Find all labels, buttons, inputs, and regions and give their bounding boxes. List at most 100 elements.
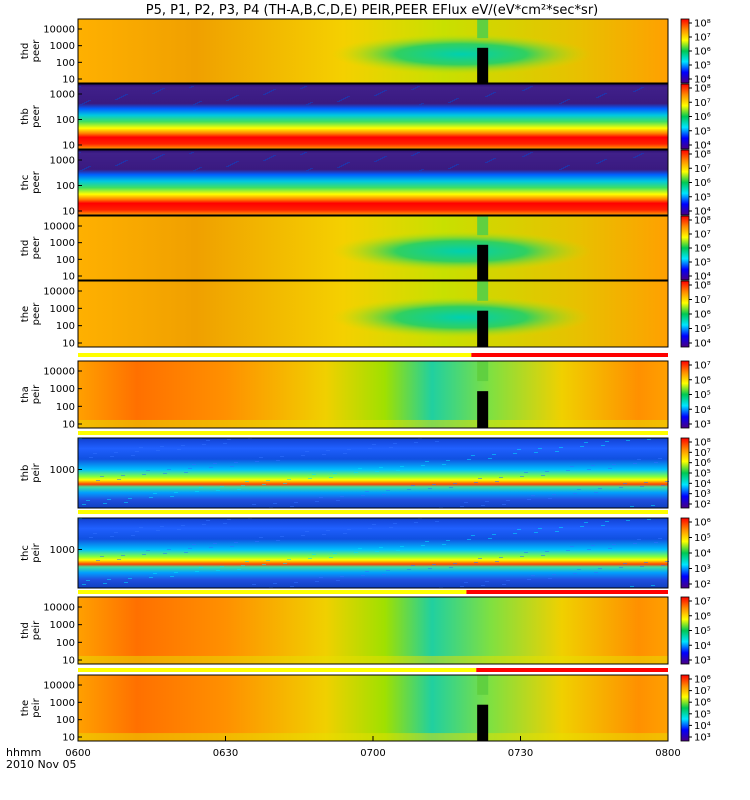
noise-pixel (528, 153, 531, 154)
noise-pixel (552, 494, 556, 495)
noise-pixel (306, 170, 309, 171)
colorbar (680, 215, 690, 281)
noise-pixel (237, 489, 241, 490)
mode-bar-after (471, 353, 668, 357)
noise-pixel (315, 581, 319, 582)
noise-pixel (425, 541, 429, 542)
noise-pixel (612, 544, 616, 545)
noise-pixel (530, 152, 533, 153)
noise-pixel (227, 519, 231, 520)
noise-pixel (241, 485, 245, 486)
noise-pixel (189, 87, 192, 88)
noise-pixel (598, 162, 601, 163)
noise-pixel (135, 531, 139, 532)
noise-pixel (290, 586, 294, 587)
noise-pixel (337, 101, 340, 102)
noise-pixel (531, 575, 535, 576)
noise-pixel (386, 570, 390, 571)
noise-pixel (347, 96, 350, 97)
noise-pixel (506, 580, 510, 581)
noise-pixel (232, 97, 235, 98)
noise-pixel (234, 162, 237, 163)
noise-pixel (93, 453, 97, 454)
colorbar (680, 517, 690, 589)
panel-frame (77, 437, 669, 509)
noise-pixel (103, 503, 107, 504)
gap-cap (477, 675, 489, 695)
noise-pixel (287, 559, 291, 560)
noise-pixel (474, 562, 478, 563)
noise-pixel (156, 450, 160, 451)
noise-pixel (513, 453, 517, 454)
colorbar-tick-label: 10⁴ (694, 339, 711, 350)
noise-pixel (206, 520, 210, 521)
noise-pixel (128, 498, 132, 499)
noise-pixel (531, 495, 535, 496)
colorbar-tick-label: 10⁵ (694, 192, 711, 203)
noise-pixel (234, 542, 238, 543)
noise-pixel (308, 478, 312, 479)
noise-pixel (86, 580, 90, 581)
noise-pixel (146, 470, 150, 471)
noise-pixel (197, 102, 200, 103)
noise-pixel (382, 157, 385, 158)
spectrogram (78, 438, 668, 508)
colorbar-tick-label: 10⁷ (694, 295, 711, 306)
y-tick-label: 10000 (43, 681, 75, 692)
noise-pixel (156, 91, 159, 92)
noise-pixel (421, 465, 425, 466)
noise-pixel (283, 483, 287, 484)
noise-pixel (602, 94, 605, 95)
noise-pixel (658, 458, 662, 459)
noise-pixel (142, 554, 146, 555)
noise-pixel (522, 156, 525, 157)
noise-pixel (435, 521, 439, 522)
noise-pixel (630, 586, 634, 587)
noise-pixel (347, 529, 351, 530)
noise-pixel (641, 153, 644, 154)
noise-pixel (160, 155, 163, 156)
noise-pixel (608, 548, 612, 549)
noise-pixel (199, 167, 202, 168)
noise-pixel (566, 550, 570, 551)
y-tick-label: 10000 (43, 287, 75, 298)
noise-pixel (407, 489, 411, 490)
noise-pixel (421, 103, 424, 104)
noise-pixel (471, 455, 475, 456)
colorbar-tick-label: 10⁵ (694, 61, 711, 72)
noise-pixel (435, 441, 439, 442)
noise-pixel (213, 543, 217, 544)
noise-pixel (115, 165, 118, 166)
noise-pixel (199, 487, 203, 488)
noise-pixel (188, 468, 192, 469)
noise-pixel (421, 545, 425, 546)
noise-pixel (619, 567, 623, 568)
noise-pixel (135, 451, 139, 452)
noise-pixel (378, 159, 381, 160)
y-tick-label: 10 (62, 272, 75, 283)
noise-pixel (492, 534, 496, 535)
colorbar-tick-label: 10⁴ (694, 641, 711, 652)
noise-pixel (82, 169, 85, 170)
noise-pixel (633, 463, 637, 464)
noise-pixel (263, 94, 266, 95)
noise-pixel (107, 499, 111, 500)
noise-pixel (339, 100, 342, 101)
noise-pixel (266, 560, 270, 561)
noise-pixel (453, 483, 457, 484)
noise-pixel (517, 449, 521, 450)
noise-pixel (193, 170, 196, 171)
colorbar-tick-label: 10³ (694, 420, 711, 431)
noise-pixel (417, 152, 420, 153)
noise-pixel (456, 98, 459, 99)
flux-minimum (331, 296, 592, 339)
spectrogram (78, 84, 668, 149)
noise-pixel (170, 576, 174, 577)
noise-pixel (131, 535, 135, 536)
noise-pixel (456, 164, 459, 165)
noise-pixel (306, 104, 309, 105)
noise-pixel (131, 455, 135, 456)
noise-pixel (527, 579, 531, 580)
noise-pixel (594, 572, 598, 573)
